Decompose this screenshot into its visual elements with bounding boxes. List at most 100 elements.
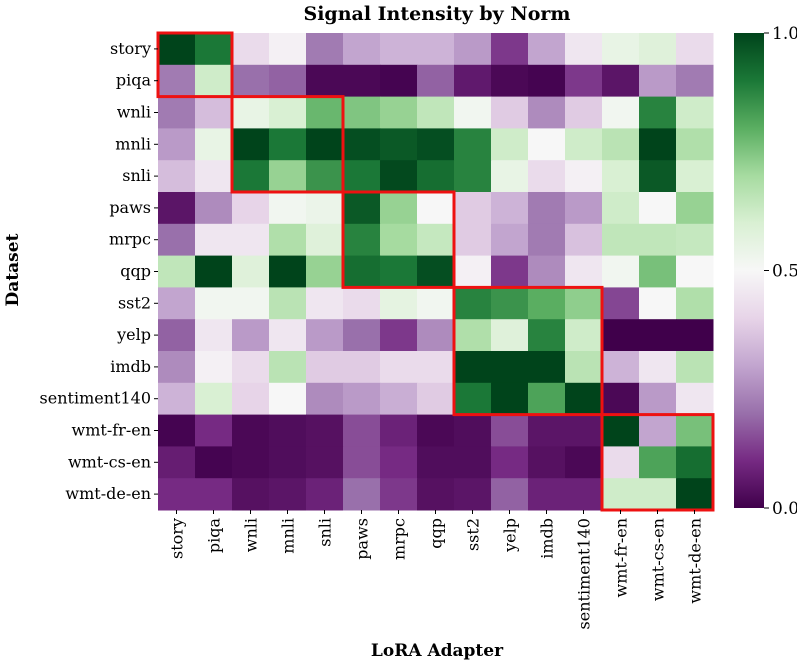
heatmap-cell-mrpc-story [158,223,196,257]
heatmap-cell-mnli-sentiment140 [565,128,603,161]
heatmap-cell-wmt-cs-en-piqa [195,446,233,479]
heatmap-cell-mrpc-sst2 [454,223,492,257]
x-tick-label-sentiment140: sentiment140 [575,518,594,629]
heatmap-cell-sst2-yelp [491,287,529,320]
y-tick-label-paws: paws [109,198,151,217]
heatmap-cell-wnli-yelp [491,96,529,129]
heatmap-cell-sst2-wnli [232,287,270,320]
heatmap-cell-story-wnli [232,33,270,66]
y-tick-label-wnli: wnli [117,103,151,122]
heatmap-cell-wmt-cs-en-yelp [491,446,529,479]
heatmap-cell-wmt-fr-en-mrpc [380,414,418,447]
heatmap-cell-story-paws [343,33,381,66]
heatmap-cell-wmt-fr-en-wnli [232,414,270,447]
heatmap-cell-wnli-paws [343,96,381,129]
heatmap-cell-sentiment140-story [158,382,196,416]
heatmap-cell-qqp-yelp [491,255,529,288]
heatmap-cell-snli-wmt-fr-en [602,160,640,193]
heatmap-cell-sentiment140-snli [306,382,344,416]
heatmap-cell-story-wmt-cs-en [639,33,677,66]
heatmap-cell-qqp-mnli [269,255,307,288]
y-tick-label-wmt-de-en: wmt-de-en [65,484,151,503]
heatmap-cell-wnli-qqp [417,96,455,129]
heatmap-cell-snli-wmt-cs-en [639,160,677,193]
heatmap-cell-wmt-de-en-wmt-cs-en [639,478,677,511]
heatmap-cell-story-mrpc [380,33,418,66]
heatmap-cell-yelp-sst2 [454,319,492,352]
heatmap-cell-qqp-wmt-fr-en [602,255,640,288]
heatmap-cell-sentiment140-wmt-cs-en [639,382,677,416]
heatmap-cell-imdb-qqp [417,351,455,384]
heatmap-cell-story-story [158,33,196,66]
heatmap-cell-wmt-fr-en-qqp [417,414,455,447]
heatmap-cell-story-wmt-fr-en [602,33,640,66]
heatmap-cell-wmt-de-en-sentiment140 [565,478,603,511]
x-tick-label-snli: snli [316,518,335,547]
heatmap-cell-snli-mnli [269,160,307,193]
heatmap-cell-wmt-de-en-imdb [528,478,566,511]
heatmap-cell-wmt-cs-en-paws [343,446,381,479]
heatmap-cell-paws-wmt-fr-en [602,192,640,225]
heatmap-cell-sentiment140-wmt-fr-en [602,382,640,416]
y-tick-label-story: story [110,39,151,58]
heatmap-cell-qqp-story [158,255,196,288]
heatmap-cell-piqa-yelp [491,64,529,98]
heatmap-cell-wmt-fr-en-paws [343,414,381,447]
colorbar-tick-label: 0.5 [772,262,797,282]
heatmap-cell-piqa-story [158,64,196,98]
heatmap-cell-sst2-qqp [417,287,455,320]
heatmap-cell-mrpc-mnli [269,223,307,257]
heatmap-cell-wmt-cs-en-snli [306,446,344,479]
heatmap-cell-paws-yelp [491,192,529,225]
heatmap-cell-piqa-wmt-fr-en [602,64,640,98]
x-tick-label-piqa: piqa [205,518,224,554]
heatmap-cell-sentiment140-sst2 [454,382,492,416]
heatmap-cell-snli-sst2 [454,160,492,193]
heatmap-cell-wmt-cs-en-wmt-de-en [676,446,714,479]
heatmap-cell-yelp-yelp [491,319,529,352]
highlight-block-sst2 [452,285,604,417]
heatmap-cell-mrpc-yelp [491,223,529,257]
heatmap-cell-snli-paws [343,160,381,193]
heatmap-cell-sentiment140-wnli [232,382,270,416]
heatmap-cell-wnli-wmt-de-en [676,96,714,129]
heatmap-cell-paws-qqp [417,192,455,225]
heatmap-cell-mnli-snli [306,128,344,161]
heatmap-cell-yelp-wnli [232,319,270,352]
heatmap-cell-mnli-story [158,128,196,161]
heatmap-cell-wmt-cs-en-sst2 [454,446,492,479]
heatmap-cell-yelp-sentiment140 [565,319,603,352]
heatmap-cell-yelp-qqp [417,319,455,352]
heatmap-cell-qqp-paws [343,255,381,288]
heatmap-cell-imdb-snli [306,351,344,384]
x-tick-label-wmt-cs-en: wmt-cs-en [649,518,668,601]
heatmap-cell-wmt-fr-en-snli [306,414,344,447]
heatmap-cell-wmt-fr-en-mnli [269,414,307,447]
heatmap-cell-sentiment140-imdb [528,382,566,416]
heatmap-cell-mrpc-wmt-fr-en [602,223,640,257]
heatmap-cell-wnli-wmt-cs-en [639,96,677,129]
colorbar-tick-label: 1.0 [772,24,797,44]
heatmap-cell-paws-mnli [269,192,307,225]
heatmap-cell-story-qqp [417,33,455,66]
heatmap-cell-imdb-sst2 [454,351,492,384]
heatmap-cell-qqp-sentiment140 [565,255,603,288]
heatmap-cell-qqp-sst2 [454,255,492,288]
heatmap-cell-mnli-wmt-fr-en [602,128,640,161]
heatmap-cell-wmt-de-en-snli [306,478,344,511]
heatmap-cell-imdb-imdb [528,351,566,384]
x-tick-label-story: story [168,518,187,559]
heatmap-cell-story-mnli [269,33,307,66]
heatmap-cell-wmt-cs-en-wnli [232,446,270,479]
heatmap-cell-sentiment140-yelp [491,382,529,416]
heatmap-cell-wmt-fr-en-piqa [195,414,233,447]
heatmap-cell-wmt-de-en-sst2 [454,478,492,511]
heatmap-cell-piqa-paws [343,64,381,98]
y-tick-label-wmt-fr-en: wmt-fr-en [72,421,151,440]
heatmap-cell-imdb-wmt-fr-en [602,351,640,384]
heatmap-cell-wmt-de-en-paws [343,478,381,511]
heatmap-cell-mnli-imdb [528,128,566,161]
y-tick-label-mrpc: mrpc [109,230,151,249]
heatmap-cell-wmt-cs-en-sentiment140 [565,446,603,479]
heatmap-cell-wmt-de-en-mnli [269,478,307,511]
